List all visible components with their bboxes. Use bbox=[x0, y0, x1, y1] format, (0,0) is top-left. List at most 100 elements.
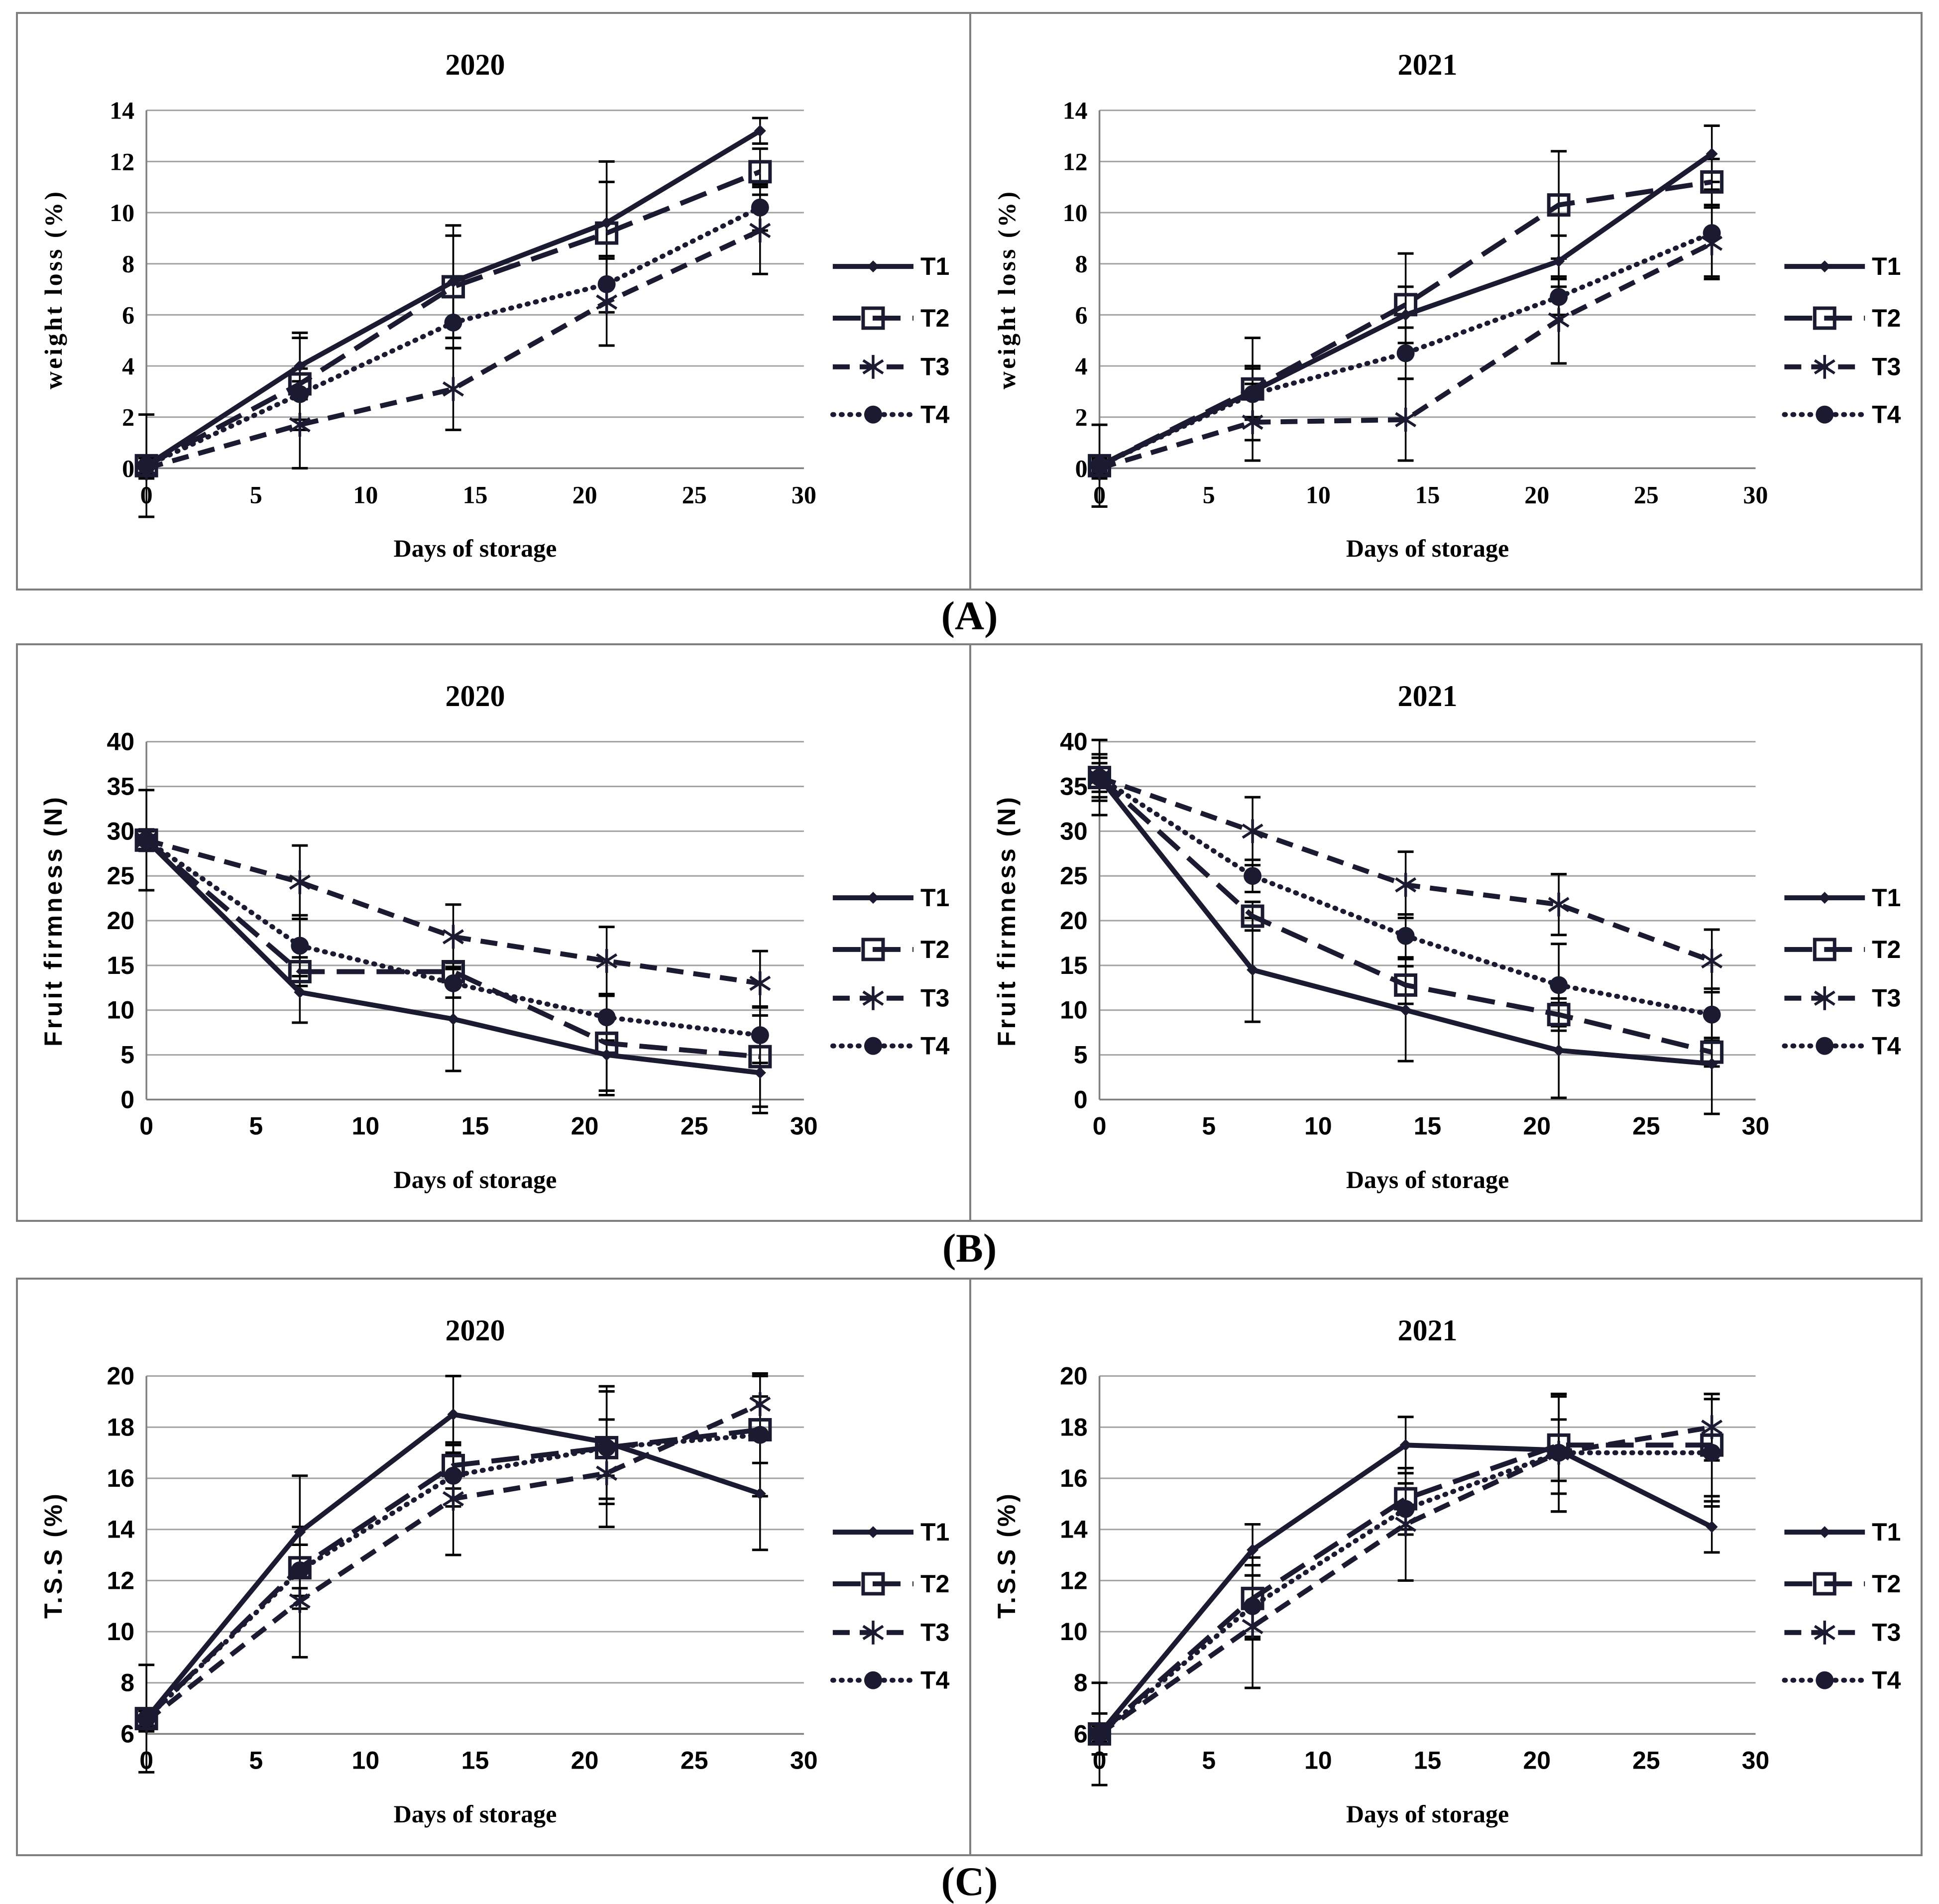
chart-title: 2020 bbox=[445, 48, 505, 81]
chart-svg: 0 5 10 15 20 25 30 35 40 0 5 10 15 20 25 30 2020 Days of … bbox=[39, 680, 950, 1193]
y-tick-label: 8 bbox=[122, 250, 134, 278]
x-tick-label: 20 bbox=[571, 1112, 599, 1140]
legend: T1 T2 T3 T4 bbox=[830, 1518, 950, 1694]
legend-label: T4 bbox=[1872, 1666, 1901, 1694]
y-tick-label: 40 bbox=[107, 728, 134, 756]
chart-svg: 0 2 4 6 8 10 12 140 5 10 15 20 25 30 2021 Days of stora… bbox=[993, 48, 1901, 562]
y-tick-label: 8 bbox=[1074, 1669, 1088, 1697]
asterisk-marker-icon bbox=[1701, 1415, 1723, 1439]
gridlines bbox=[1099, 1375, 1756, 1735]
y-tick-label: 20 bbox=[107, 1362, 134, 1390]
series-line-T3 bbox=[145, 228, 761, 471]
x-tick-label: 20 bbox=[1524, 481, 1549, 508]
asterisk-marker-icon bbox=[289, 870, 311, 894]
legend-label: T2 bbox=[920, 1570, 949, 1598]
series-markers-T4 bbox=[1090, 224, 1721, 475]
legend-item-T2: T2 bbox=[832, 936, 949, 963]
asterisk-marker-icon bbox=[1395, 407, 1417, 432]
series-line-T2 bbox=[1098, 775, 1712, 1055]
asterisk-marker-icon bbox=[1242, 819, 1263, 843]
asterisk-marker-icon bbox=[862, 986, 884, 1010]
x-tick-label: 20 bbox=[1523, 1112, 1551, 1140]
y-tick-label: 8 bbox=[120, 1669, 134, 1697]
open-square-marker-icon bbox=[748, 160, 772, 184]
legend-label: T4 bbox=[920, 1666, 950, 1694]
x-tick-label: 5 bbox=[1202, 1746, 1216, 1774]
diamond-marker-icon bbox=[294, 986, 306, 998]
filled-circle-marker-icon bbox=[291, 385, 309, 403]
y-axis-label: weight loss (%) bbox=[993, 189, 1021, 389]
x-axis-label: Days of storage bbox=[394, 1166, 557, 1193]
y-tick-label: 4 bbox=[1075, 353, 1088, 380]
gridlines bbox=[146, 1375, 804, 1735]
y-tick-labels: 0 2 4 6 8 10 12 14 bbox=[1063, 97, 1088, 482]
legend-label: T2 bbox=[920, 936, 949, 963]
legend-label: T3 bbox=[920, 1619, 949, 1647]
legend-item-T3: T3 bbox=[832, 984, 949, 1012]
legend-item-T4: T4 bbox=[830, 401, 950, 429]
open-square-marker-icon bbox=[1394, 293, 1418, 317]
filled-circle-marker-icon bbox=[1090, 1725, 1109, 1743]
y-tick-label: 4 bbox=[122, 352, 134, 380]
y-tick-label: 30 bbox=[1060, 817, 1088, 845]
filled-circle-marker-icon bbox=[864, 1671, 882, 1689]
legend-label: T2 bbox=[1872, 936, 1901, 963]
y-tick-labels: 0 5 10 15 20 25 30 35 40 bbox=[107, 728, 134, 1114]
gridlines bbox=[1099, 741, 1756, 1100]
filled-circle-marker-icon bbox=[1090, 457, 1109, 475]
x-tick-label: 15 bbox=[461, 1112, 489, 1140]
chart-fruit-firmness-2021: 0 5 10 15 20 25 30 35 40 0 5 10 15 20 25 30 2021 Days of … bbox=[969, 645, 1921, 1220]
legend-label: T2 bbox=[920, 304, 949, 332]
open-square-marker-icon bbox=[1547, 1003, 1571, 1027]
asterisk-marker-icon bbox=[1814, 1620, 1835, 1645]
chart-svg: 681012141618200510152025302021Days of st… bbox=[993, 1314, 1901, 1828]
filled-circle-marker-icon bbox=[751, 1026, 769, 1045]
x-tick-label: 15 bbox=[461, 1746, 489, 1774]
series-line-T4 bbox=[144, 1432, 763, 1721]
y-tick-label: 6 bbox=[120, 1720, 134, 1748]
diamond-marker-icon bbox=[1247, 963, 1259, 976]
diamond-marker-icon bbox=[1706, 147, 1718, 160]
filled-circle-marker-icon bbox=[1816, 1037, 1834, 1055]
x-tick-label: 10 bbox=[1304, 1746, 1332, 1774]
legend-label: T2 bbox=[1872, 1570, 1901, 1598]
diamond-marker-icon bbox=[1247, 1544, 1259, 1556]
legend-label: T3 bbox=[920, 984, 949, 1012]
asterisk-marker-icon bbox=[749, 219, 771, 242]
asterisk-marker-icon bbox=[1701, 949, 1723, 973]
diamond-marker-icon bbox=[1399, 1439, 1412, 1451]
filled-circle-marker-icon bbox=[1244, 867, 1262, 885]
series-markers-T4 bbox=[1090, 768, 1721, 1024]
legend-label: T4 bbox=[1872, 401, 1901, 429]
open-square-marker-icon bbox=[595, 221, 619, 245]
asterisk-marker-icon bbox=[1242, 1614, 1263, 1639]
series-markers-T4 bbox=[137, 1426, 769, 1728]
asterisk-marker-icon bbox=[862, 1620, 884, 1645]
filled-circle-marker-icon bbox=[1550, 288, 1568, 306]
x-tick-label: 25 bbox=[682, 480, 707, 508]
filled-circle-marker-icon bbox=[444, 974, 462, 992]
y-tick-labels: 6 8 10 12 14 16 18 20 bbox=[1060, 1362, 1088, 1748]
open-square-marker-icon bbox=[1700, 1040, 1724, 1064]
y-axis-label: T.S.S (%) bbox=[39, 1491, 67, 1619]
chart-weight-loss-2020: 0 2 4 6 8 10 12 140 5 10 15 20 25 30 2020 Days of stora… bbox=[18, 14, 969, 589]
legend-label: T1 bbox=[920, 1518, 949, 1546]
y-tick-label: 2 bbox=[1075, 404, 1088, 431]
chart-title: 2021 bbox=[1398, 48, 1458, 81]
asterisk-marker-icon bbox=[862, 355, 884, 379]
panel-b-fruit-firmness: 0 5 10 15 20 25 30 35 40 0 5 10 15 20 25 30 2020 Days of … bbox=[16, 643, 1923, 1222]
gridlines bbox=[146, 741, 804, 1100]
asterisk-marker-icon bbox=[289, 413, 311, 437]
y-tick-label: 15 bbox=[107, 952, 134, 979]
y-tick-label: 6 bbox=[122, 301, 134, 329]
series-markers-T4 bbox=[137, 198, 769, 475]
x-tick-label: 5 bbox=[249, 1112, 263, 1140]
legend-label: T3 bbox=[920, 353, 949, 381]
y-tick-label: 40 bbox=[1060, 728, 1088, 756]
y-tick-label: 12 bbox=[110, 147, 134, 175]
y-tick-label: 30 bbox=[107, 817, 134, 845]
filled-circle-marker-icon bbox=[291, 937, 309, 955]
